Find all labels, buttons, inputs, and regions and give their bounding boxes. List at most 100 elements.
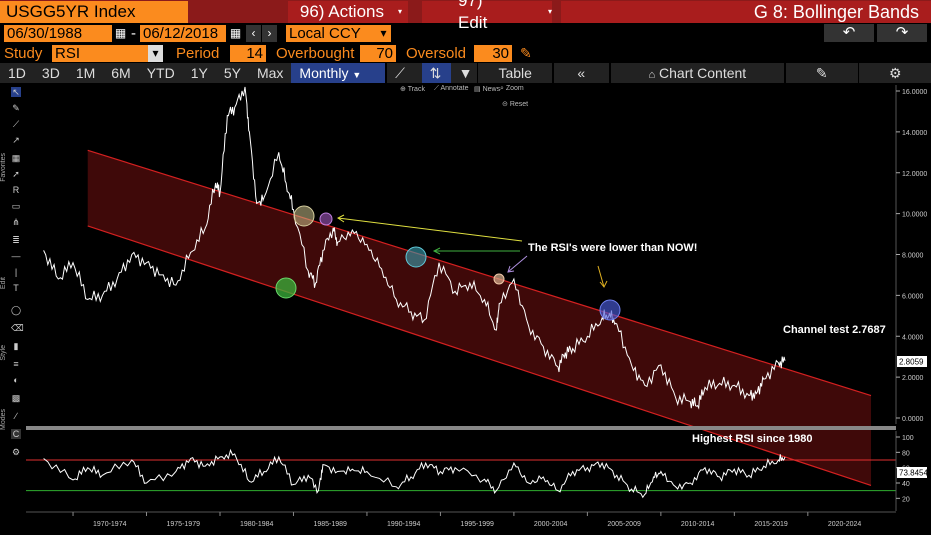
edit-chart-icon[interactable]: ✎ (815, 65, 828, 81)
zoom-mode-icon[interactable]: C (11, 429, 21, 439)
x-tick-label: 2015-2019 (754, 521, 788, 528)
annotate-button[interactable]: Annotate (440, 85, 469, 92)
cursor-icon[interactable]: ↖ (11, 87, 21, 97)
dropdown-arrow-icon: ▾ (397, 6, 402, 16)
mini-toolbar: ⊕ Track (400, 85, 425, 93)
actions-menu[interactable]: 96) Actions ▾ (288, 0, 408, 23)
edit-label: 97) Edit (458, 0, 488, 32)
channel-upper-line (87, 149, 872, 397)
annotation-arrow (507, 265, 515, 273)
line-chart-icon[interactable]: ⟋ (395, 65, 405, 81)
overbought-label: Overbought (276, 44, 355, 62)
chevron-right-icon[interactable]: › (262, 24, 277, 42)
range-tabs: 1D 3D 1M 6M YTD 1Y 5Y Max Monthly ▼ ⟋ ⇅ … (0, 63, 931, 83)
zoom-tool: ⌕ Zoom (500, 85, 524, 93)
highlight-circle (405, 246, 427, 268)
pencil-icon[interactable]: ✎ (12, 103, 20, 113)
news-button[interactable]: News (482, 86, 501, 93)
end-date-input[interactable]: 06/12/2018 (140, 24, 226, 42)
line-style-icon[interactable]: ≡ (13, 359, 19, 369)
frequency-select[interactable]: Monthly ▼ (291, 63, 386, 83)
price-tick-label: 16.0000 (902, 89, 927, 96)
arrow-icon[interactable]: ➚ (12, 169, 20, 179)
start-date-input[interactable]: 06/30/1988 (4, 24, 112, 42)
zoom-button[interactable]: Zoom (505, 85, 524, 92)
chevron-left-icon[interactable]: ‹ (246, 24, 261, 42)
rsi-tick-label: 40 (902, 481, 910, 488)
highlight-circle (293, 205, 315, 227)
collapse-icon[interactable]: « (577, 65, 586, 81)
period-input[interactable]: 14 (230, 44, 266, 62)
fork-icon[interactable]: ⋔ (12, 217, 20, 227)
rsi-tick-label: 100 (902, 435, 914, 442)
frequency-label: Monthly (299, 65, 349, 81)
price-tick-label: 14.0000 (902, 130, 927, 137)
price-tick-label: 8.0000 (902, 253, 924, 260)
settings-icon[interactable]: ⚙ (11, 447, 21, 457)
reset-icon[interactable]: ⊝ (502, 101, 508, 108)
line-icon[interactable]: ⟋ (12, 119, 20, 129)
chart-type-dropdown-icon[interactable]: ▼ (458, 65, 473, 81)
reset-button[interactable]: Reset (509, 101, 529, 108)
tab-1d[interactable]: 1D (8, 65, 26, 81)
currency-select[interactable]: Local CCY (286, 24, 376, 42)
dropdown-arrow-icon[interactable]: ▾ (376, 24, 391, 42)
channel-lower-line (87, 225, 872, 487)
oversold-input[interactable]: 30 (474, 44, 512, 62)
grid-icon[interactable]: ▦ (11, 153, 21, 163)
x-tick-label: 1995-1999 (460, 521, 494, 528)
dropdown-arrow-icon[interactable]: ▾ (148, 44, 163, 62)
study-controls: Study RSI ▾ Period 14 Overbought 70 Over… (0, 44, 931, 62)
tab-5y[interactable]: 5Y (223, 65, 241, 81)
annotate-icon[interactable]: ⟋ (434, 85, 439, 92)
settings-icon[interactable]: ⚙ (888, 65, 902, 81)
reset-tool: ⊝ Reset (502, 100, 528, 108)
last-price-badge (897, 356, 927, 367)
date-separator: - (131, 24, 136, 42)
calendar-icon[interactable]: ▦ (228, 24, 243, 42)
annotate-tool: ⟋ Annotate (434, 85, 469, 93)
retracement-icon[interactable]: R (12, 185, 20, 195)
undo-button[interactable]: ↶ (824, 24, 874, 42)
pen-style-icon[interactable]: ∕ (15, 411, 17, 421)
tab-1m[interactable]: 1M (75, 65, 96, 81)
channel-icon[interactable]: ▭ (11, 201, 21, 211)
track-button[interactable]: Track (407, 86, 425, 93)
edit-menu[interactable]: 97) Edit ▾ (422, 0, 552, 32)
calendar-icon[interactable]: ▦ (113, 24, 128, 42)
text-icon[interactable]: T (13, 283, 19, 293)
tab-ytd[interactable]: YTD (146, 65, 175, 81)
ticker-field[interactable]: USGG5YR Index (0, 0, 188, 23)
track-icon[interactable]: ⊕ (400, 86, 406, 93)
x-tick-label: 1985-1989 (313, 521, 347, 528)
color-icon[interactable]: ▩ (11, 393, 21, 403)
tab-max[interactable]: Max (256, 65, 284, 81)
redo-button[interactable]: ↷ (877, 24, 927, 42)
layers-icon[interactable]: ≣ (12, 235, 20, 245)
bar-type-icon[interactable]: ⇅ (421, 63, 451, 83)
opacity-icon[interactable]: ◐ (13, 375, 19, 385)
fill-icon[interactable]: ▮ (13, 341, 19, 351)
vline-icon[interactable]: | (14, 267, 18, 277)
table-button[interactable]: Table (498, 65, 532, 81)
highlight-circle (493, 273, 505, 285)
price-tick-label: 10.0000 (902, 212, 927, 219)
chart-area[interactable]: The RSI's were lower than NOW! Channel t… (0, 83, 931, 535)
zoom-icon[interactable]: ⌕ (500, 85, 504, 92)
news-icon[interactable]: ▤ (474, 86, 481, 93)
hline-icon[interactable]: — (11, 251, 21, 261)
shape-icon[interactable]: ◯ (11, 305, 22, 315)
tab-1y[interactable]: 1Y (190, 65, 208, 81)
ray-icon[interactable]: ↗ (12, 135, 20, 145)
chart-content-button[interactable]: ⌂ Chart Content (611, 63, 785, 83)
overbought-input[interactable]: 70 (360, 44, 396, 62)
drawing-sidebar: ↖ ✎ ⟋ ↗ ▦ ➚ R ▭ ⋔ ≣ — | T ◯ ⌫ ▮ ≡ ◐ ▩ ∕ … (0, 83, 26, 535)
tab-6m[interactable]: 6M (111, 65, 131, 81)
study-select[interactable]: RSI (52, 44, 148, 62)
tab-3d[interactable]: 3D (41, 65, 60, 81)
price-tick-label: 12.0000 (902, 171, 927, 178)
price-tick-label: 0.0000 (902, 416, 924, 423)
pencil-icon[interactable]: ✎ (520, 44, 532, 61)
eraser-icon[interactable]: ⌫ (11, 323, 24, 333)
study-label: Study (4, 44, 43, 62)
